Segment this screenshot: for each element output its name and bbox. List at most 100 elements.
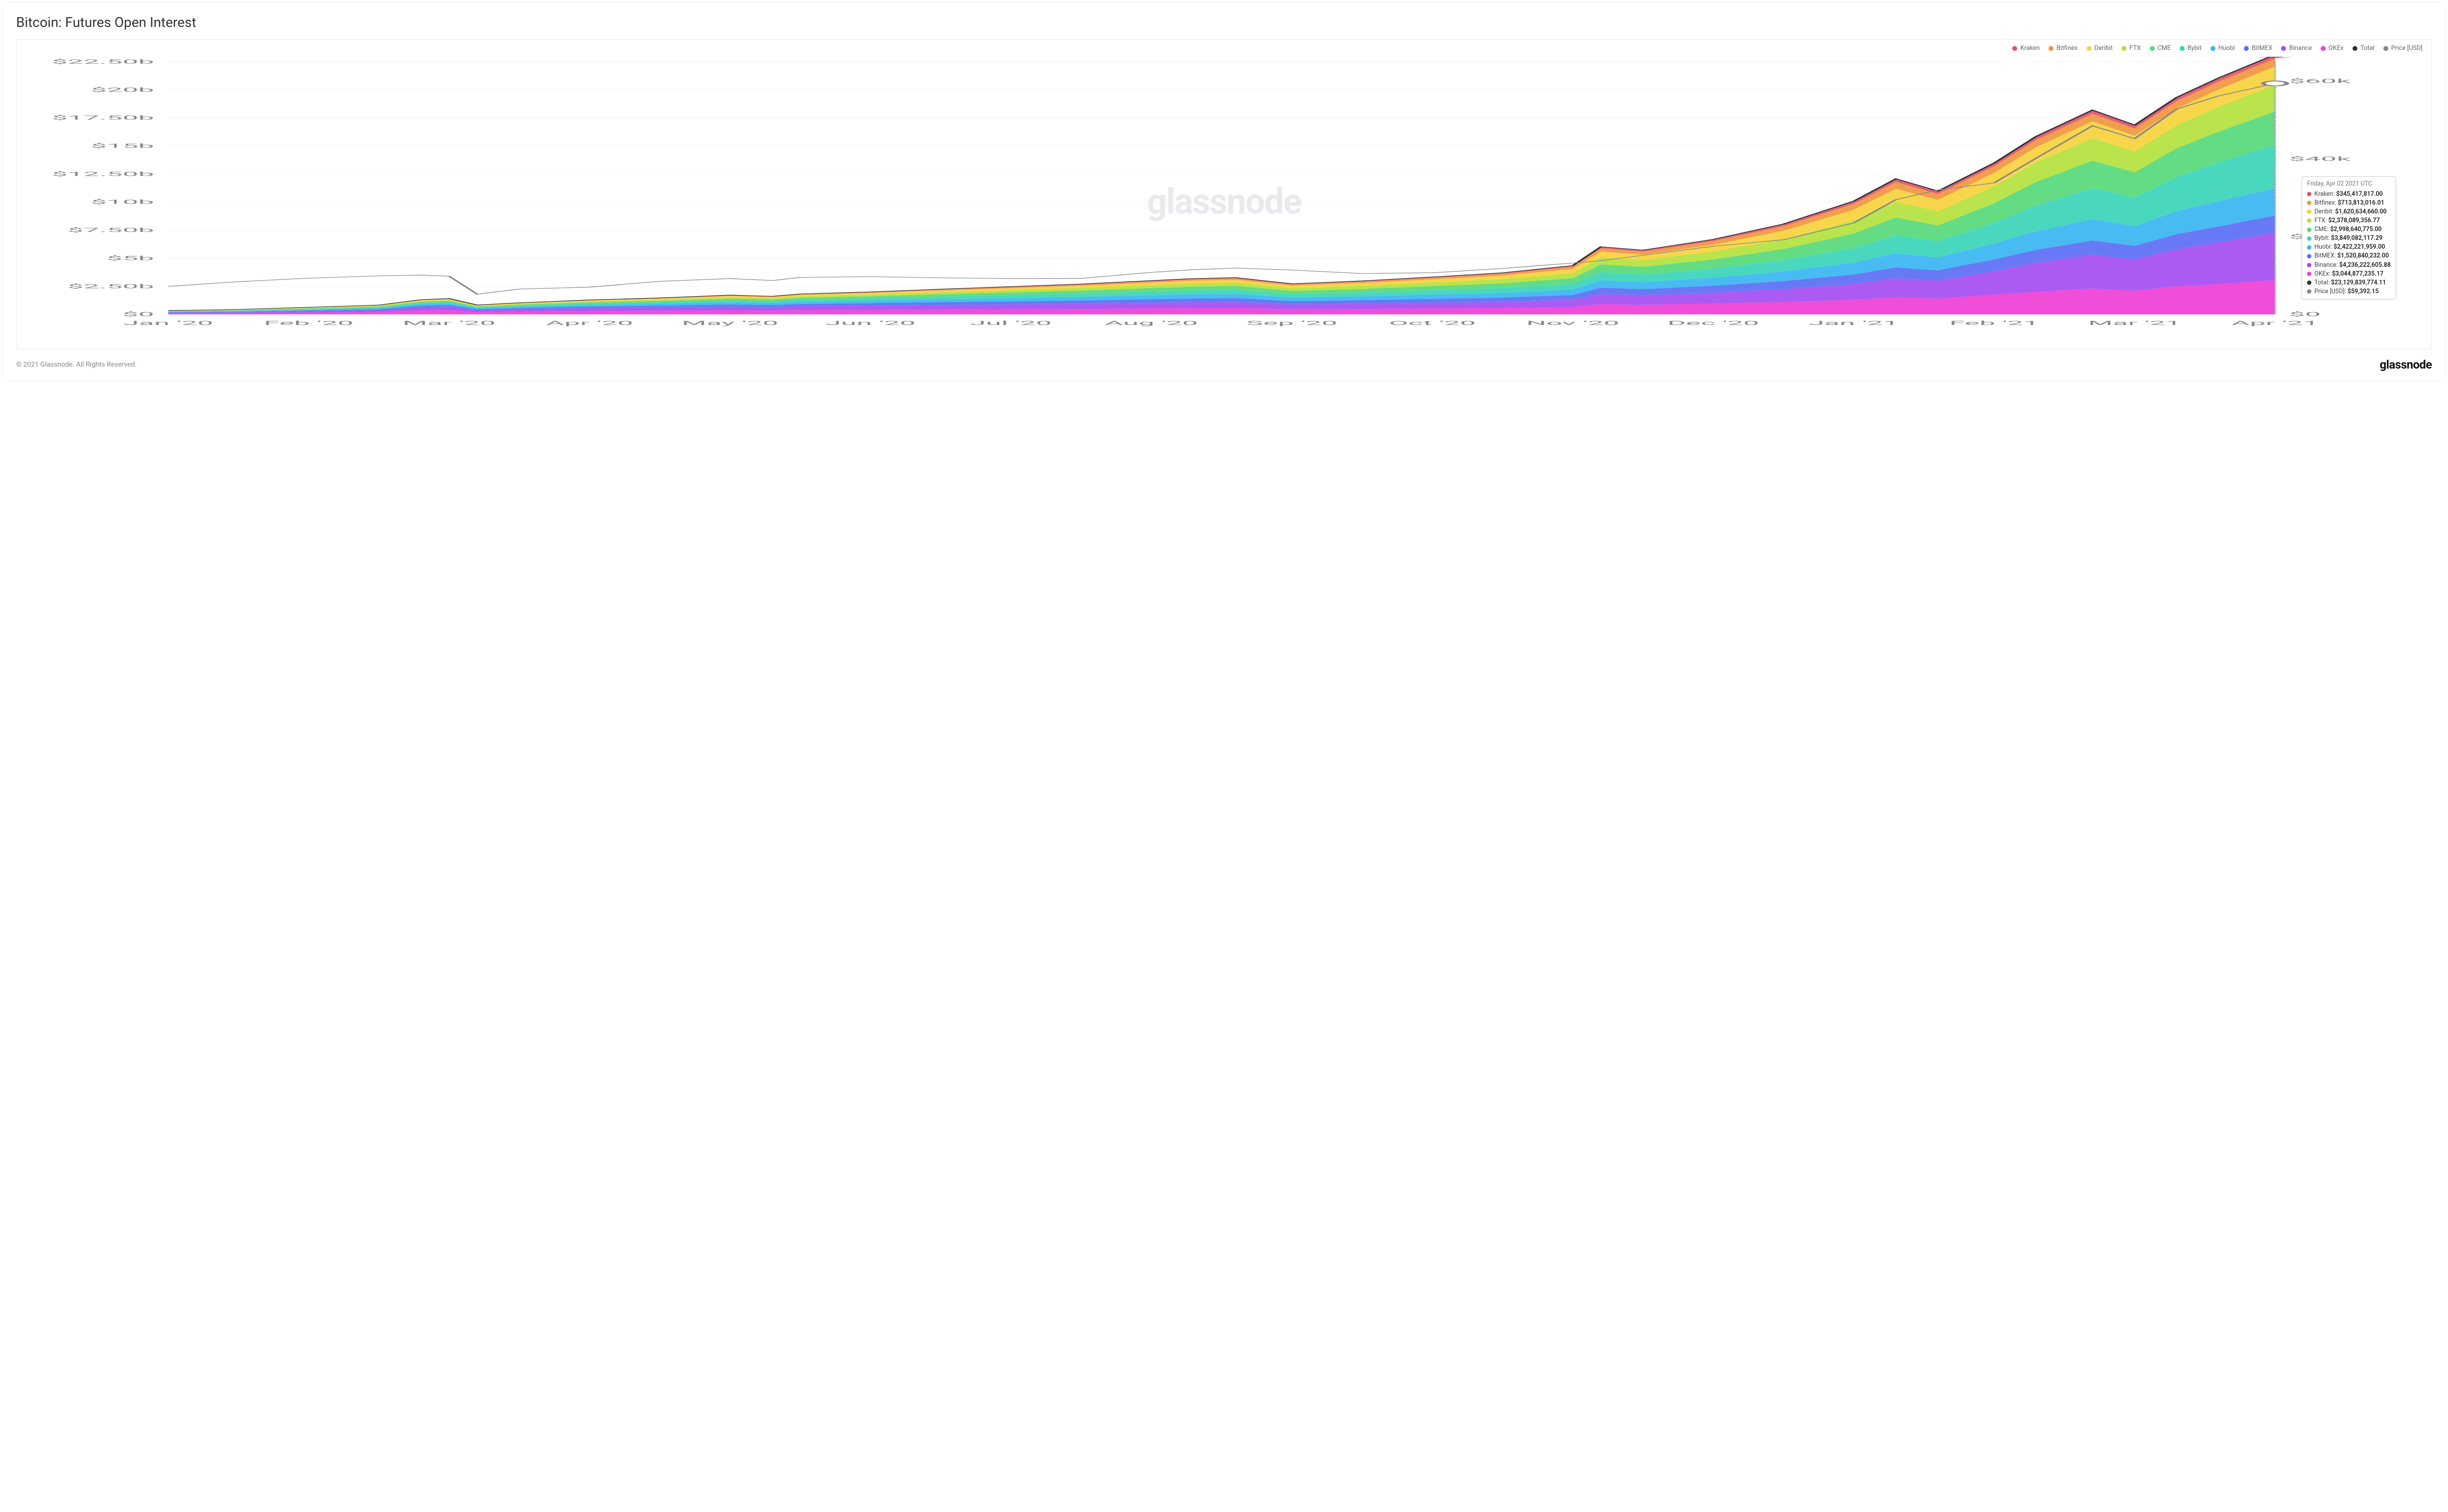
svg-text:$20b: $20b — [91, 86, 154, 93]
svg-text:$10b: $10b — [91, 199, 154, 206]
legend-item-bitmex[interactable]: BitMEX — [2244, 45, 2272, 52]
legend-dot-icon — [2012, 46, 2017, 51]
chart-card: Kraken Bitfinex Deribit FTX CME Bybit Huobi Bit… — [16, 39, 2432, 349]
legend-label: CME — [2158, 45, 2171, 52]
legend-label: Kraken — [2020, 45, 2040, 52]
legend-dot-icon — [2353, 46, 2357, 51]
chart-title: Bitcoin: Futures Open Interest — [16, 14, 2432, 30]
svg-text:$0: $0 — [2289, 311, 2321, 318]
tooltip-value-text: Huobi: $2,422,221,959.00 — [2314, 243, 2385, 252]
legend-item-okex[interactable]: OKEx — [2321, 45, 2344, 52]
legend-item-total[interactable]: Total — [2353, 45, 2375, 52]
svg-text:$60k: $60k — [2289, 78, 2352, 85]
svg-text:Oct '20: Oct '20 — [1389, 320, 1476, 326]
svg-text:$40k: $40k — [2289, 156, 2352, 163]
tooltip-row-deribit: Deribit: $1,620,634,660.00 — [2307, 208, 2391, 216]
legend-dot-icon — [2244, 46, 2249, 51]
tooltip-dot-icon — [2307, 192, 2311, 196]
tooltip-dot-icon — [2307, 209, 2311, 214]
svg-text:Jul '20: Jul '20 — [970, 320, 1052, 326]
tooltip-value-text: Binance: $4,236,222,605.88 — [2314, 261, 2391, 270]
tooltip-dot-icon — [2307, 228, 2311, 232]
legend-label: Bybit — [2188, 45, 2202, 52]
legend-dot-icon — [2211, 46, 2215, 51]
svg-text:Dec '20: Dec '20 — [1668, 320, 1759, 326]
svg-text:Apr '20: Apr '20 — [546, 320, 633, 326]
legend-label: Binance — [2289, 45, 2311, 52]
tooltip-value-text: Price [USD]: $59,392.15 — [2314, 287, 2378, 296]
chart-tooltip: Friday, Apr 02 2021 UTC Kraken: $345,417… — [2302, 176, 2396, 300]
legend-dot-icon — [2121, 46, 2126, 51]
tooltip-value-text: CME: $2,998,640,775.00 — [2314, 225, 2382, 234]
marker-price — [2263, 81, 2287, 86]
tooltip-row-huobi: Huobi: $2,422,221,959.00 — [2307, 243, 2391, 252]
svg-text:Mar '20: Mar '20 — [402, 320, 495, 326]
tooltip-row-bitmex: BitMEX: $1,520,840,232.00 — [2307, 252, 2391, 260]
legend-dot-icon — [2281, 46, 2286, 51]
chart-legend: Kraken Bitfinex Deribit FTX CME Bybit Huobi Bit… — [17, 40, 2431, 55]
tooltip-row-cme: CME: $2,998,640,775.00 — [2307, 225, 2391, 234]
svg-text:$12.50b: $12.50b — [52, 170, 154, 177]
tooltip-value-text: Bybit: $3,849,082,117.29 — [2314, 234, 2382, 243]
tooltip-value-text: BitMEX: $1,520,840,232.00 — [2314, 252, 2389, 260]
tooltip-row-binance: Binance: $4,236,222,605.88 — [2307, 261, 2391, 270]
tooltip-dot-icon — [2307, 254, 2311, 258]
svg-text:Jan '20: Jan '20 — [123, 320, 213, 326]
svg-text:Aug '20: Aug '20 — [1105, 320, 1198, 326]
marker-aura — [2254, 57, 2296, 59]
tooltip-value-text: Kraken: $345,417,817.00 — [2314, 190, 2383, 199]
legend-item-cme[interactable]: CME — [2150, 45, 2171, 52]
legend-label: FTX — [2129, 45, 2141, 52]
tooltip-row-ftx: FTX: $2,378,089,356.77 — [2307, 216, 2391, 225]
legend-item-price[interactable]: Price [USD] — [2383, 45, 2423, 52]
legend-label: BitMEX — [2252, 45, 2272, 52]
tooltip-row-kraken: Kraken: $345,417,817.00 — [2307, 190, 2391, 199]
tooltip-row-total: Total: $23,129,839,774.11 — [2307, 279, 2391, 287]
tooltip-row-bitfinex: Bitfinex: $713,813,016.01 — [2307, 199, 2391, 208]
tooltip-row-price: Price [USD]: $59,392.15 — [2307, 287, 2391, 296]
svg-text:May '20: May '20 — [682, 320, 778, 326]
svg-text:$0: $0 — [122, 311, 154, 318]
legend-item-bitfinex[interactable]: Bitfinex — [2048, 45, 2077, 52]
tooltip-dot-icon — [2307, 236, 2311, 241]
legend-item-binance[interactable]: Binance — [2281, 45, 2311, 52]
svg-text:$17.50b: $17.50b — [52, 115, 154, 121]
page-footer: © 2021 Glassnode. All Rights Reserved. g… — [16, 358, 2432, 372]
legend-dot-icon — [2180, 46, 2185, 51]
legend-label: Deribit — [2095, 45, 2113, 52]
legend-label: Price [USD] — [2391, 45, 2423, 52]
svg-text:$7.50b: $7.50b — [68, 227, 154, 233]
brand-logo: glassnode — [2379, 358, 2432, 372]
svg-text:Nov '20: Nov '20 — [1526, 320, 1619, 326]
legend-item-bybit[interactable]: Bybit — [2180, 45, 2202, 52]
tooltip-value-text: Deribit: $1,620,634,660.00 — [2314, 208, 2387, 216]
legend-item-deribit[interactable]: Deribit — [2087, 45, 2113, 52]
legend-item-huobi[interactable]: Huobi — [2211, 45, 2235, 52]
tooltip-row-okex: OKEx: $3,044,877,235.17 — [2307, 270, 2391, 279]
chart-plot-area[interactable]: glassnode $0$2.50b$5b$7.50b$10b$12.50b$1… — [17, 55, 2431, 349]
tooltip-row-bybit: Bybit: $3,849,082,117.29 — [2307, 234, 2391, 243]
tooltip-dot-icon — [2307, 272, 2311, 276]
legend-dot-icon — [2383, 46, 2388, 51]
legend-dot-icon — [2087, 46, 2092, 51]
tooltip-value-text: FTX: $2,378,089,356.77 — [2314, 216, 2380, 225]
svg-text:Feb '21: Feb '21 — [1950, 320, 2039, 326]
svg-text:Feb '20: Feb '20 — [264, 320, 353, 326]
tooltip-date: Friday, Apr 02 2021 UTC — [2307, 180, 2391, 188]
svg-text:Mar '21: Mar '21 — [2088, 320, 2181, 326]
legend-item-ftx[interactable]: FTX — [2121, 45, 2141, 52]
svg-text:Jun '20: Jun '20 — [825, 320, 916, 326]
svg-text:$22.50b: $22.50b — [52, 58, 154, 65]
svg-text:$5b: $5b — [107, 255, 154, 262]
legend-item-kraken[interactable]: Kraken — [2012, 45, 2040, 52]
chart-svg: $0$2.50b$5b$7.50b$10b$12.50b$15b$17.50b$… — [51, 57, 2397, 329]
legend-label: Bitfinex — [2056, 45, 2077, 52]
legend-dot-icon — [2150, 46, 2155, 51]
tooltip-dot-icon — [2307, 245, 2311, 250]
svg-text:Sep '20: Sep '20 — [1247, 320, 1338, 326]
tooltip-dot-icon — [2307, 289, 2311, 294]
legend-label: Total — [2360, 45, 2375, 52]
svg-text:Jan '21: Jan '21 — [1809, 320, 1899, 326]
svg-text:$2.50b: $2.50b — [68, 283, 154, 290]
copyright-text: © 2021 Glassnode. All Rights Reserved. — [16, 361, 137, 369]
